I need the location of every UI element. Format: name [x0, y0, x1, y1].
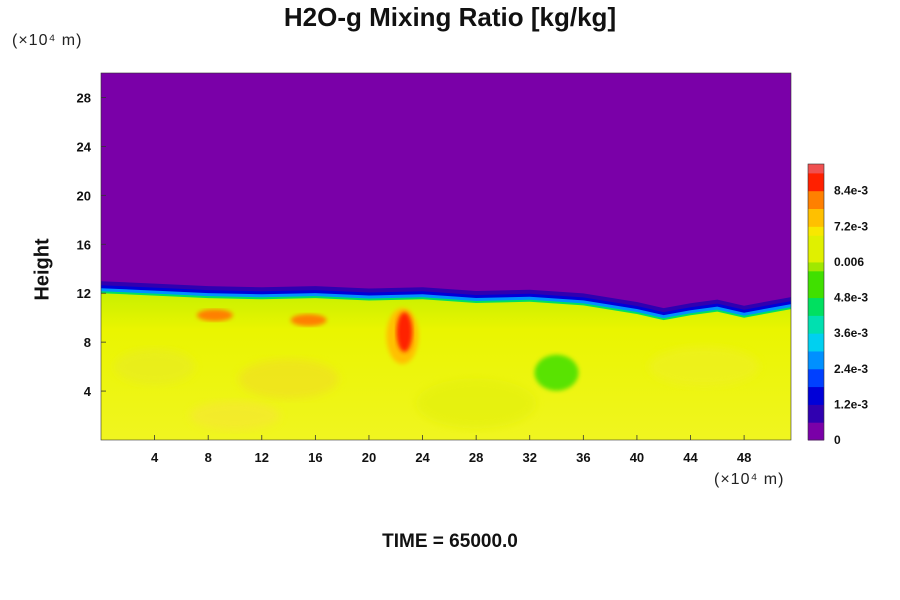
colorbar-step	[808, 431, 824, 441]
colorbar-step	[808, 261, 824, 272]
y-tick-label: 8	[84, 335, 91, 350]
colorbar-step	[808, 404, 824, 414]
feature-moist-patch-1	[196, 309, 233, 322]
colorbar-step	[808, 368, 824, 379]
colorbar-step	[808, 377, 824, 388]
y-tick-label: 28	[77, 90, 91, 105]
colorbar-step	[808, 342, 824, 352]
y-axis-unit: (×10⁴ m)	[12, 32, 83, 49]
colorbar-step	[808, 172, 824, 183]
moist-lower-layer	[101, 293, 791, 440]
x-tick-label: 32	[523, 450, 537, 465]
colorbar-step	[808, 386, 824, 396]
moist-eddy-0	[114, 348, 195, 385]
feature-plume-core	[396, 312, 413, 353]
colorbar-step	[808, 288, 824, 299]
y-axis-ticks: 4 8 12 16 20 24 28	[77, 90, 106, 399]
colorbar-step	[808, 226, 824, 236]
colorbar-step	[808, 164, 824, 174]
y-tick-label: 12	[77, 286, 91, 301]
x-axis-ticks: 4 8 12 16 20 24 28 32 36 40 44 48	[151, 435, 751, 465]
colorbar-step	[808, 422, 824, 432]
field-layer	[101, 73, 791, 440]
moist-eddy-3	[648, 346, 759, 387]
colorbar-tick-label: 4.8e-3	[834, 291, 868, 305]
x-tick-label: 36	[576, 450, 590, 465]
colorbar-step	[808, 235, 824, 245]
y-tick-label: 24	[77, 139, 92, 154]
moist-eddy-1	[238, 358, 339, 399]
colorbar-tick-label: 7.2e-3	[834, 219, 868, 233]
y-tick-label: 20	[77, 188, 91, 203]
colorbar-step	[808, 413, 824, 423]
colorbar-tick-label: 2.4e-3	[834, 362, 868, 376]
y-tick-label: 16	[77, 237, 91, 252]
colorbar-step	[808, 350, 824, 361]
colorbar-step	[808, 306, 824, 316]
x-tick-label: 8	[205, 450, 212, 465]
colorbar-step	[808, 333, 824, 343]
colorbar-step	[808, 395, 824, 405]
colorbar-step	[808, 297, 824, 307]
colorbar-step	[808, 190, 824, 201]
chart-title: H2O-g Mixing Ratio [kg/kg]	[283, 2, 617, 32]
x-tick-label: 40	[630, 450, 644, 465]
colorbar-step	[808, 315, 824, 325]
feature-dry-eddy	[534, 354, 579, 391]
x-tick-label: 16	[308, 450, 322, 465]
colorbar-step	[808, 253, 824, 263]
y-tick-label: 4	[84, 384, 92, 399]
colorbar-tick-label: 0.006	[834, 255, 864, 269]
colorbar-tick-label: 1.2e-3	[834, 397, 868, 411]
colorbar-step	[808, 199, 824, 210]
colorbar-step	[808, 359, 824, 370]
colorbar-step	[808, 244, 824, 254]
x-tick-label: 44	[683, 450, 698, 465]
x-tick-label: 24	[415, 450, 430, 465]
colorbar-step	[808, 181, 824, 192]
colorbar-frame	[807, 163, 825, 441]
x-axis-unit: (×10⁴ m)	[714, 471, 785, 488]
colorbar-step	[808, 279, 824, 290]
x-tick-label: 20	[362, 450, 376, 465]
moist-eddy-4	[189, 400, 280, 431]
time-label: TIME = 65000.0	[382, 531, 518, 552]
plot-frame	[100, 72, 792, 441]
x-tick-label: 48	[737, 450, 751, 465]
feature-moist-patch-2	[290, 314, 327, 327]
x-tick-label: 4	[151, 450, 159, 465]
colorbar: 0 1.2e-3 2.4e-3 3.6e-3 4.8e-3 0.006 7.2e-3 8.4e…	[807, 163, 868, 447]
colorbar-step	[808, 324, 824, 334]
colorbar-tick-label: 8.4e-3	[834, 184, 868, 198]
moist-eddy-2	[416, 378, 537, 429]
x-tick-label: 28	[469, 450, 483, 465]
colorbar-step	[808, 208, 824, 218]
x-tick-label: 12	[255, 450, 269, 465]
colorbar-step	[808, 217, 824, 227]
colorbar-tick-label: 3.6e-3	[834, 326, 868, 340]
colorbar-step	[808, 270, 824, 281]
colorbar-tick-label: 0	[834, 433, 841, 447]
